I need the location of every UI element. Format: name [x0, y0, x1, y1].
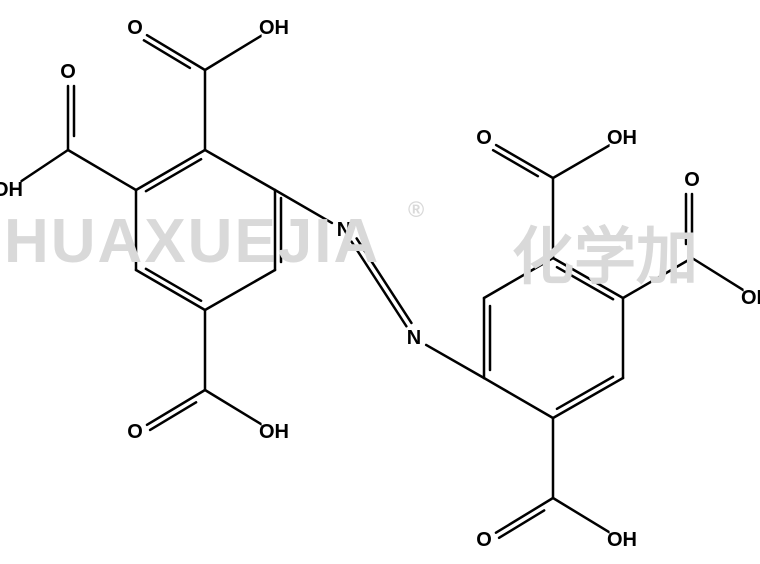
atom-label: O: [476, 529, 492, 551]
bond: [557, 377, 613, 409]
bond: [136, 150, 205, 190]
bond: [205, 35, 262, 70]
bond: [484, 258, 553, 298]
bond: [68, 150, 136, 190]
bond: [623, 258, 692, 298]
atom-label: OH: [259, 421, 289, 443]
bond: [553, 258, 623, 298]
bond: [205, 150, 275, 190]
atom-label: OH: [741, 287, 760, 309]
bond: [352, 242, 407, 327]
atom-label: O: [127, 17, 143, 39]
bond: [496, 145, 553, 178]
bond: [553, 145, 610, 178]
bond: [553, 498, 610, 533]
atom-label: OH: [0, 179, 23, 201]
bond: [553, 378, 623, 418]
bond: [692, 258, 744, 291]
bond: [205, 390, 262, 425]
bond: [150, 402, 196, 430]
bond: [147, 390, 205, 425]
bond: [146, 159, 201, 191]
bond: [557, 267, 613, 299]
bond: [146, 269, 201, 301]
bond: [484, 378, 553, 418]
atom-label: N: [407, 327, 421, 349]
bond: [493, 150, 538, 176]
bond: [357, 238, 412, 323]
atom-label: O: [127, 421, 143, 443]
bond: [136, 270, 205, 310]
bond: [144, 40, 190, 68]
bond: [426, 345, 484, 378]
atom-label: O: [60, 61, 76, 83]
atom-label: OH: [607, 529, 637, 551]
bond: [147, 35, 205, 70]
atom-label: O: [684, 169, 700, 191]
atom-label: OH: [259, 17, 289, 39]
molecule-svg: O OH O OH N N O OH O OH O OH O OH: [0, 0, 760, 564]
atom-label: N: [337, 219, 351, 241]
atom-label: O: [476, 127, 492, 149]
bond: [499, 510, 544, 537]
bond: [205, 270, 275, 310]
atom-label: OH: [607, 127, 637, 149]
bond: [20, 150, 68, 182]
bond: [496, 498, 553, 533]
bond: [275, 190, 332, 223]
